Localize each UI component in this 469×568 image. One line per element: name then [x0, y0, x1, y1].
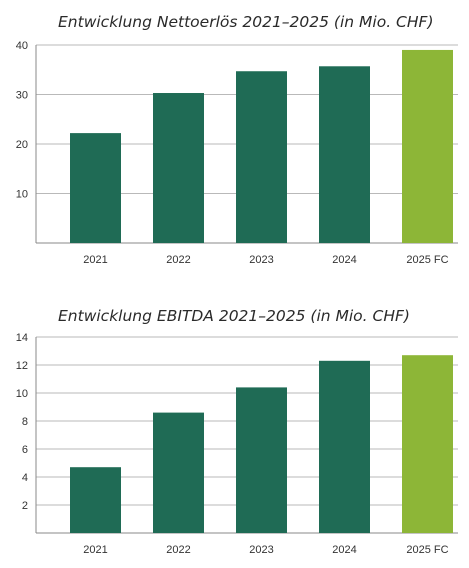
revenue-chart-title: Entwicklung Nettoerlös 2021–2025 (in Mio…	[58, 13, 434, 31]
ebitda-y-tick-label: 12	[16, 360, 28, 372]
revenue-bar	[236, 71, 287, 243]
revenue-x-tick-label: 2022	[166, 254, 190, 266]
ebitda-y-tick-label: 6	[22, 444, 28, 456]
revenue-x-tick-label: 2025 FC	[406, 254, 448, 266]
revenue-x-tick-label: 2021	[83, 254, 107, 266]
ebitda-bar	[70, 467, 121, 533]
revenue-y-tick-label: 20	[16, 139, 28, 151]
revenue-y-tick-label: 10	[16, 189, 28, 201]
ebitda-y-tick-label: 14	[16, 332, 28, 344]
ebitda-y-tick-label: 2	[22, 500, 28, 512]
ebitda-bar	[402, 355, 453, 533]
ebitda-bar	[236, 387, 287, 533]
ebitda-bar	[153, 412, 204, 533]
revenue-chart-plot: 10 20 30 40 2021 2022 2023 2024 2025 FC	[16, 40, 458, 266]
ebitda-y-tick-label: 4	[22, 472, 28, 484]
ebitda-x-tick-label: 2021	[83, 544, 107, 556]
revenue-bar	[70, 133, 121, 243]
revenue-y-tick-label: 30	[16, 90, 28, 102]
revenue-bar	[319, 66, 370, 243]
ebitda-bar	[319, 360, 370, 533]
ebitda-y-tick-label: 8	[22, 416, 28, 428]
ebitda-x-tick-label: 2022	[166, 544, 190, 556]
ebitda-y-tick-label: 10	[16, 388, 28, 400]
revenue-x-tick-label: 2023	[249, 254, 273, 266]
revenue-bar	[402, 49, 453, 244]
revenue-y-tick-label: 40	[16, 40, 28, 52]
ebitda-x-tick-label: 2025 FC	[406, 544, 448, 556]
revenue-bar	[153, 93, 204, 243]
revenue-x-tick-label: 2024	[332, 254, 356, 266]
ebitda-x-tick-label: 2023	[249, 544, 273, 556]
ebitda-x-tick-label: 2024	[332, 544, 356, 556]
ebitda-chart-title: Entwicklung EBITDA 2021–2025 (in Mio. CH…	[58, 307, 410, 325]
